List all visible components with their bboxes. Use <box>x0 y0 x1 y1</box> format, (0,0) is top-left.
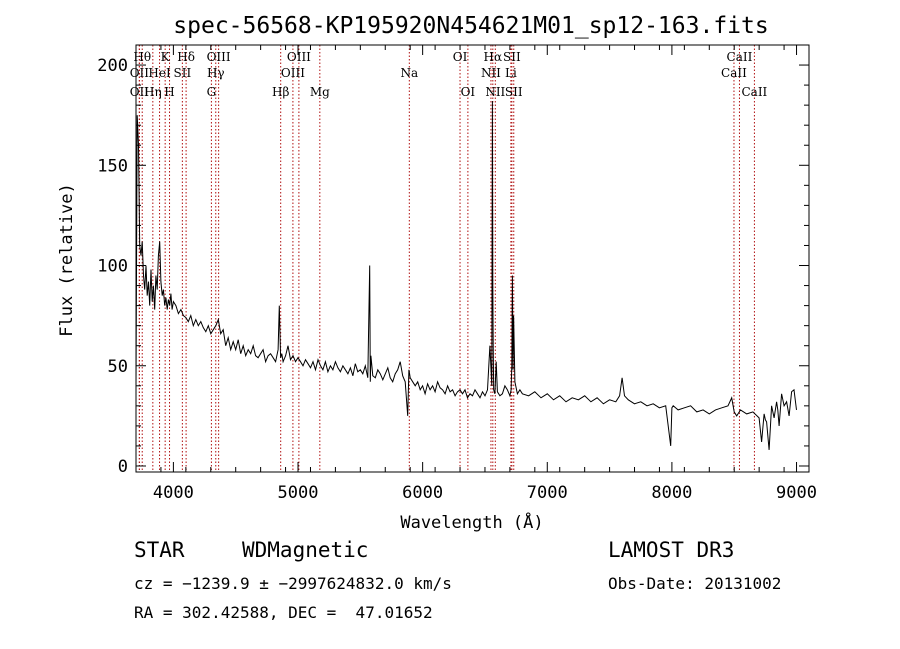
line-labels: OIIHθOIIHηHeIKHSIIHδGHγOIIIHβOIIIOIIIMgN… <box>130 50 768 99</box>
line-label-19: NII <box>481 66 501 80</box>
object-subclass: WDMagnetic <box>242 538 369 562</box>
line-label-18: OI <box>461 85 476 99</box>
x-tick-label-0: 4000 <box>153 483 194 503</box>
x-tick-label-1: 5000 <box>278 483 319 503</box>
line-label-13: OIII <box>281 66 305 80</box>
x-axis: 4000 5000 6000 7000 8000 9000 <box>135 45 817 503</box>
y-axis-label: Flux (relative) <box>57 183 77 337</box>
line-label-8: Hδ <box>177 50 195 64</box>
object-class: STAR <box>134 538 185 562</box>
x-axis-label: Wavelength (Å) <box>400 511 543 533</box>
x-tick-label-5: 9000 <box>776 483 817 503</box>
line-label-27: CaII <box>741 85 767 99</box>
x-tick-label-2: 6000 <box>402 483 443 503</box>
line-label-9: G <box>207 85 217 99</box>
line-label-25: CaII <box>721 66 747 80</box>
spectrum-line <box>135 101 797 450</box>
y-tick-label-3: 150 <box>97 156 128 176</box>
line-label-10: Hγ <box>207 66 225 80</box>
line-label-4: HeI <box>148 66 171 80</box>
y-tick-label-0: 0 <box>118 457 128 477</box>
line-label-15: Mg <box>310 85 330 99</box>
line-markers <box>138 45 755 472</box>
line-label-2: OII <box>130 66 150 80</box>
line-label-7: SII <box>174 66 192 80</box>
line-label-22: Li <box>505 66 517 80</box>
observation-date: Obs-Date: 20131002 <box>608 574 782 593</box>
line-label-3: Hη <box>144 85 162 99</box>
line-label-6: H <box>164 85 174 99</box>
x-tick-label-3: 7000 <box>527 483 568 503</box>
line-label-26: CaII <box>727 50 753 64</box>
line-label-1: Hθ <box>133 50 151 64</box>
line-label-11: OIII <box>207 50 231 64</box>
line-label-16: Na <box>400 66 418 80</box>
line-label-24: SII <box>505 85 523 99</box>
y-axis: 0 50 100 150 200 <box>97 56 809 477</box>
y-tick-label-4: 200 <box>97 56 128 76</box>
line-label-12: Hβ <box>272 85 289 99</box>
line-label-5: K <box>161 50 171 64</box>
x-tick-label-4: 8000 <box>651 483 692 503</box>
line-label-23: SII <box>503 50 521 64</box>
chart-title: spec-56568-KP195920N454621M01_sp12-163.f… <box>173 13 768 39</box>
line-label-14: OIII <box>287 50 311 64</box>
line-label-20: Hα <box>484 50 503 64</box>
line-label-17: OI <box>453 50 468 64</box>
plot-frame <box>135 44 810 473</box>
line-label-0: OII <box>130 85 150 99</box>
line-label-21: NII <box>485 85 505 99</box>
y-tick-label-1: 50 <box>108 357 128 377</box>
y-tick-label-2: 100 <box>97 257 128 277</box>
survey-name: LAMOST DR3 <box>608 538 735 562</box>
coordinates-readout: RA = 302.42588, DEC = 47.01652 <box>134 603 433 622</box>
redshift-readout: cz = −1239.9 ± −2997624832.0 km/s <box>134 574 452 593</box>
